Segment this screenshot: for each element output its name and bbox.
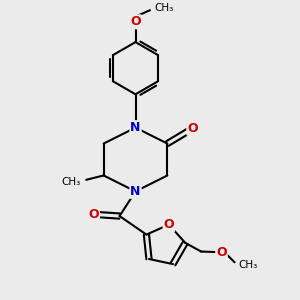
Text: N: N (130, 185, 141, 198)
Text: CH₃: CH₃ (238, 260, 257, 270)
Text: O: O (130, 15, 141, 28)
Text: N: N (130, 121, 141, 134)
Text: CH₃: CH₃ (62, 177, 81, 187)
Text: O: O (187, 122, 198, 135)
Text: O: O (164, 218, 174, 231)
Text: O: O (88, 208, 99, 221)
Text: O: O (216, 246, 227, 259)
Text: CH₃: CH₃ (154, 3, 174, 13)
